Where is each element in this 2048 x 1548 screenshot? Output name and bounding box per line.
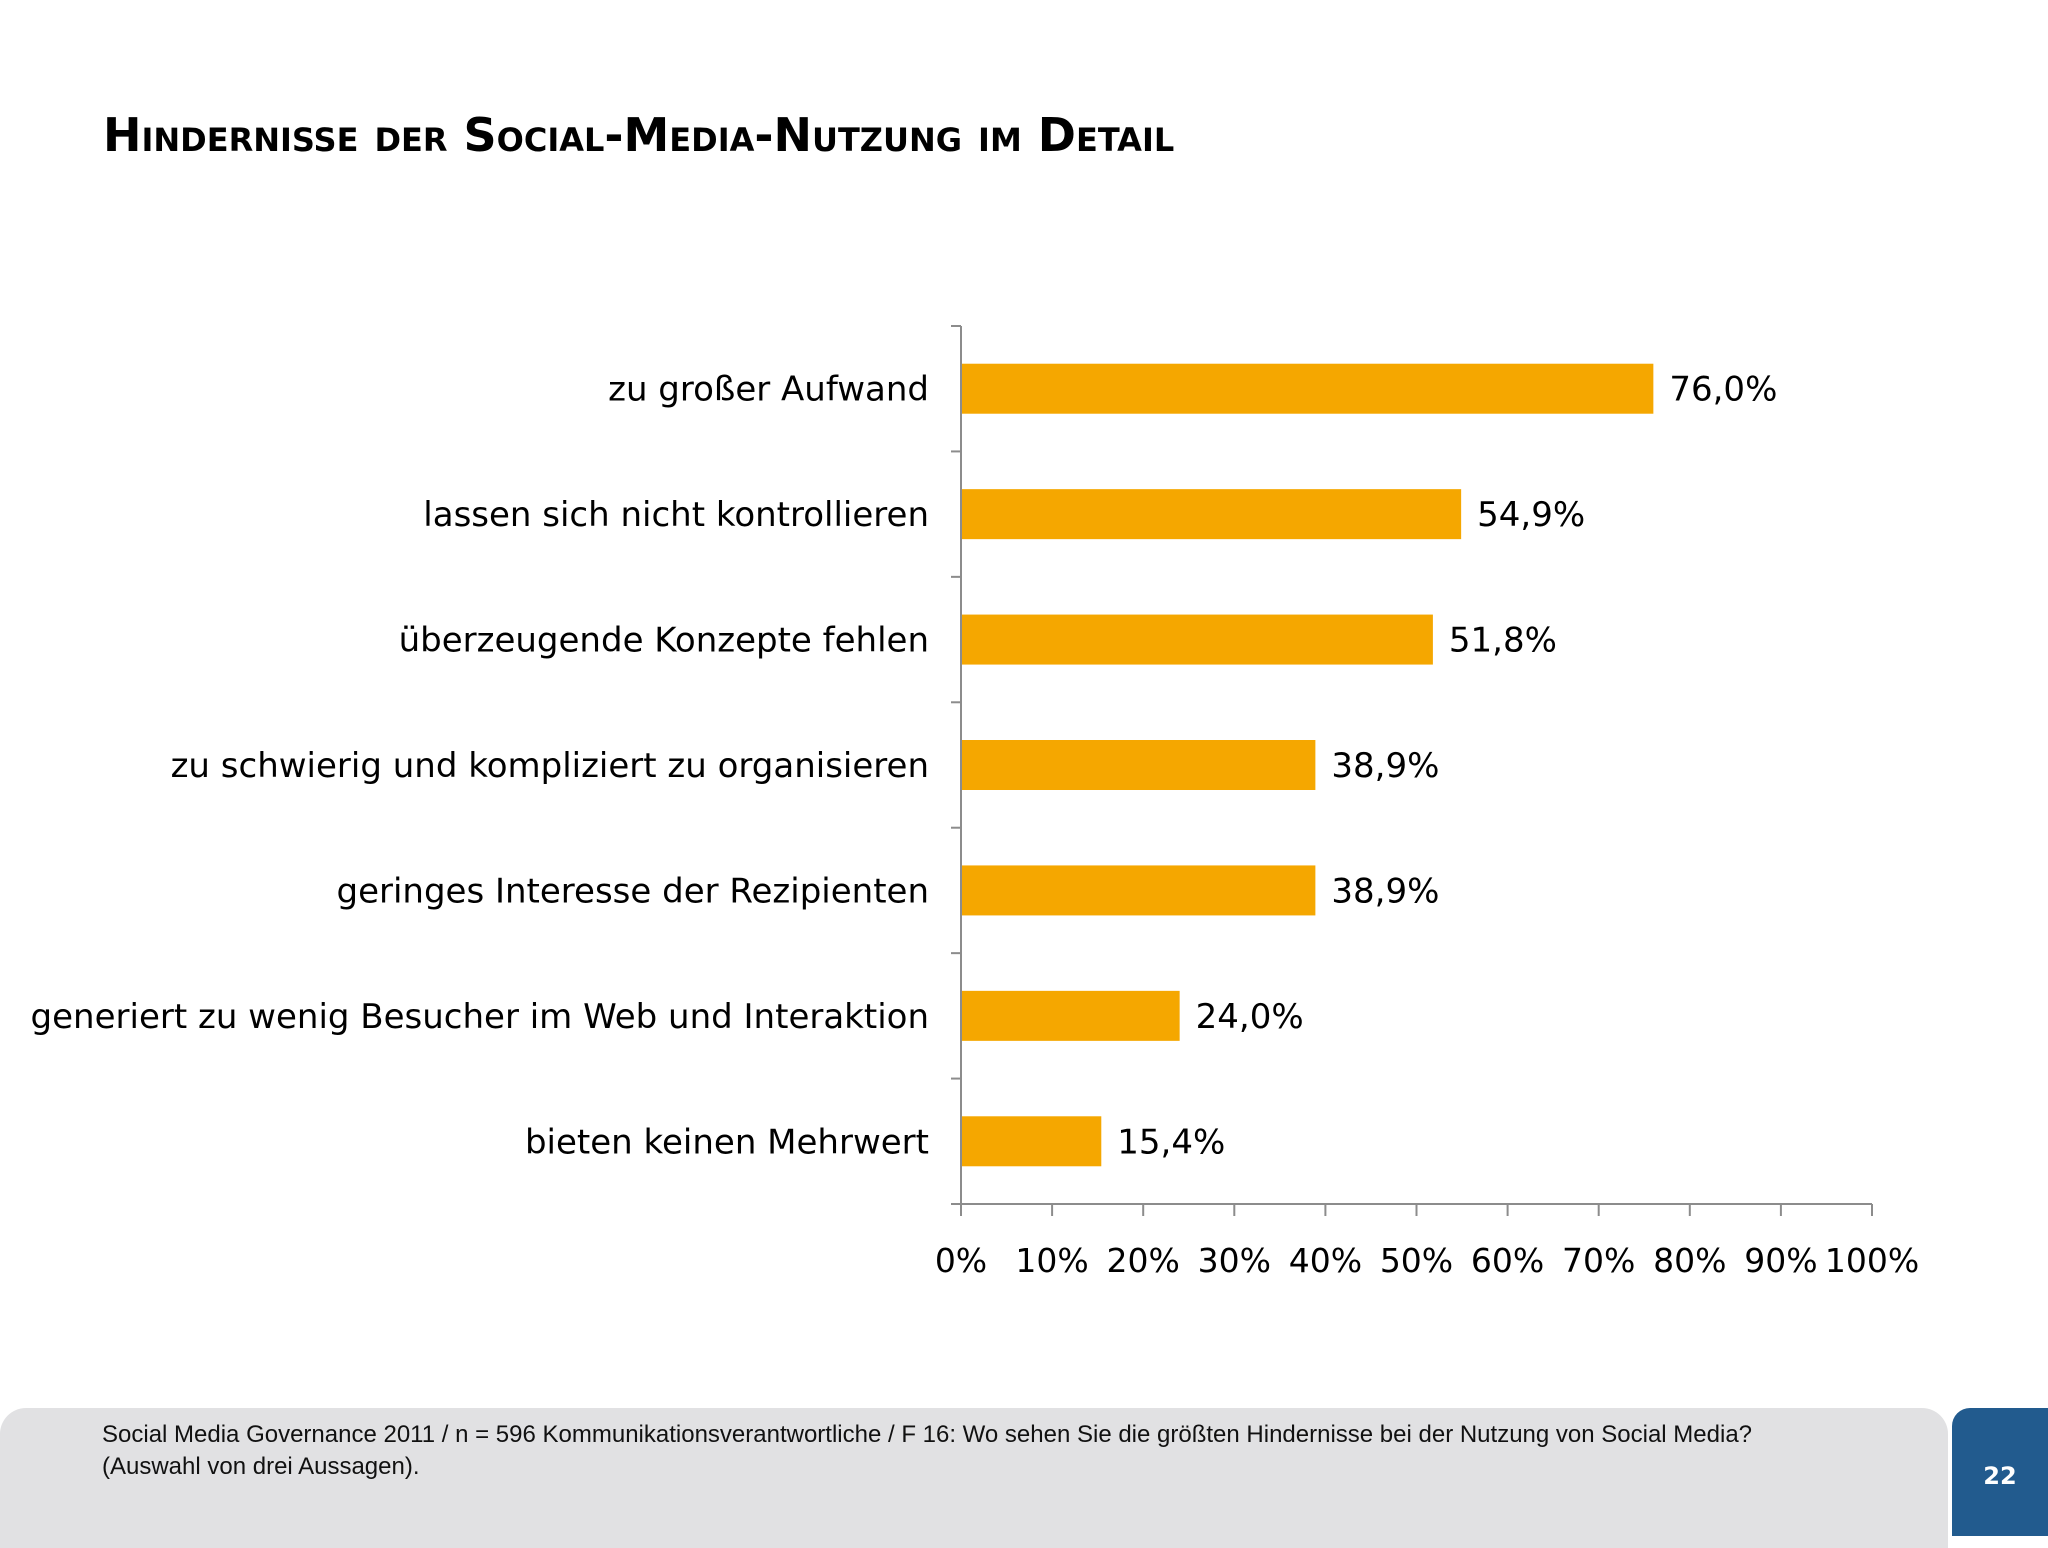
category-label: zu schwierig und kompliziert zu organisi…: [171, 746, 929, 786]
x-tick-label: 100%: [1825, 1241, 1919, 1280]
x-tick-label: 50%: [1380, 1241, 1453, 1280]
category-label: geringes Interesse der Rezipienten: [336, 871, 929, 911]
bar-value-label: 24,0%: [1196, 997, 1304, 1037]
bar: [962, 1116, 1102, 1167]
x-tick-label: 80%: [1653, 1241, 1726, 1280]
category-label: zu großer Aufwand: [608, 370, 929, 410]
x-tick-label: 20%: [1107, 1241, 1180, 1280]
bar-value-label: 38,9%: [1331, 871, 1439, 911]
category-label: bieten keinen Mehrwert: [525, 1122, 929, 1162]
bar: [962, 489, 1462, 540]
category-label: lassen sich nicht kontrollieren: [423, 495, 929, 535]
bar: [962, 614, 1433, 665]
bar: [962, 740, 1316, 790]
bar-value-label: 38,9%: [1331, 746, 1439, 786]
footer-bar: [0, 1408, 1948, 1548]
x-tick-label: 40%: [1289, 1241, 1362, 1280]
category-label: überzeugende Konzepte fehlen: [399, 621, 929, 661]
bar-value-label: 51,8%: [1449, 621, 1557, 661]
bar: [962, 990, 1180, 1041]
bar: [962, 865, 1316, 916]
x-tick-label: 10%: [1015, 1241, 1088, 1280]
x-tick-label: 60%: [1471, 1241, 1544, 1280]
page-title: Hindernisse der Social-Media-Nutzung im …: [103, 108, 1175, 162]
x-tick-label: 70%: [1562, 1241, 1635, 1280]
page-number: 22: [1983, 1462, 2017, 1490]
bar-value-label: 15,4%: [1117, 1122, 1225, 1162]
x-tick-label: 30%: [1198, 1241, 1271, 1280]
x-tick-label: 0%: [935, 1241, 987, 1280]
x-tick-label: 90%: [1744, 1241, 1817, 1280]
footer-note: Social Media Governance 2011 / n = 596 K…: [102, 1421, 1753, 1480]
bar-value-label: 76,0%: [1669, 370, 1777, 410]
page-number-box: [1952, 1408, 2048, 1536]
bar: [962, 363, 1654, 414]
bar-value-label: 54,9%: [1477, 495, 1585, 535]
category-label: generiert zu wenig Besucher im Web und I…: [31, 997, 929, 1037]
